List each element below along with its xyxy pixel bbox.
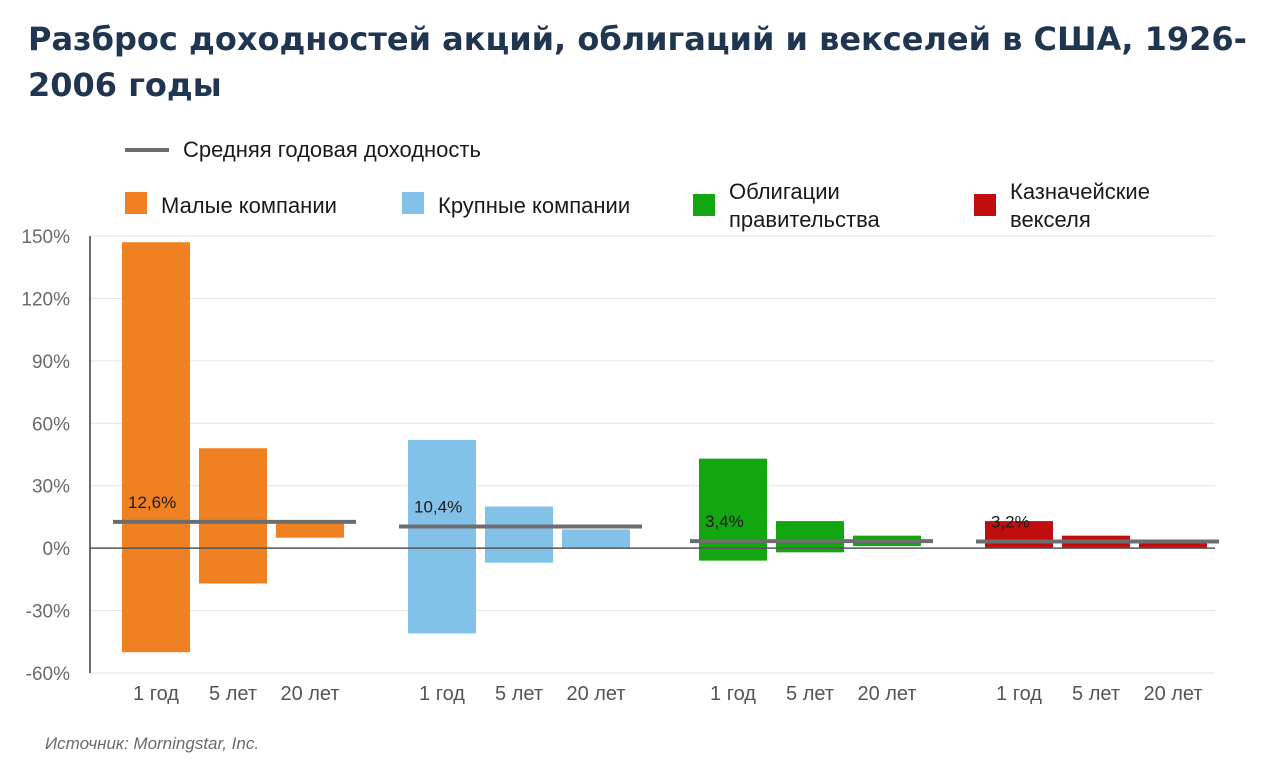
bar (485, 506, 553, 563)
y-tick-label: 0% (43, 539, 71, 560)
x-tick-label: 20 лет (280, 683, 339, 705)
chart-title: Разброс доходностей акций, облигаций и в… (28, 20, 1247, 104)
y-tick-label: -60% (26, 664, 70, 685)
y-tick-label: -30% (26, 602, 70, 623)
x-tick-label: 5 лет (209, 683, 257, 705)
legend-label-treasury-bills: Казначейские векселя (1010, 179, 1150, 232)
legend-swatch-treasury-bills (974, 194, 996, 216)
bar (985, 521, 1053, 549)
x-tick-label: 20 лет (857, 683, 916, 705)
legend-swatch-small-caps (125, 192, 147, 214)
average-label: 10,4% (414, 498, 462, 517)
bar (408, 439, 476, 634)
y-tick-label: 120% (21, 289, 70, 310)
bar (699, 458, 767, 561)
y-tick-label: 90% (32, 352, 70, 373)
legend-item-treasury-bills: Казначейские векселя (974, 178, 1150, 234)
x-tick-label: 5 лет (495, 683, 543, 705)
legend-item-small-caps: Малые компании (125, 186, 337, 220)
legend-average: Средняя годовая доходность (125, 136, 481, 164)
bar (1139, 541, 1207, 549)
average-label: 12,6% (128, 493, 176, 512)
x-tick-label: 5 лет (786, 683, 834, 705)
average-label: 3,2% (991, 512, 1030, 531)
legend-swatch-gov-bonds (693, 194, 715, 216)
bar (276, 521, 344, 538)
x-tick-label: 1 год (133, 683, 179, 705)
x-tick-label: 5 лет (1072, 683, 1120, 705)
x-tick-label: 20 лет (1143, 683, 1202, 705)
y-tick-label: 30% (32, 477, 70, 498)
bar (199, 448, 267, 584)
x-tick-label: 20 лет (566, 683, 625, 705)
legend-average-label: Средняя годовая доходность (183, 137, 481, 162)
bar (562, 529, 630, 549)
x-tick-label: 1 год (710, 683, 756, 705)
bar (776, 521, 844, 553)
legend-item-gov-bonds: Облигации правительства (693, 178, 880, 234)
legend-label-large-caps: Крупные компании (438, 193, 631, 218)
source-note: Источник: Morningstar, Inc. (45, 734, 260, 753)
legend-label-small-caps: Малые компании (161, 193, 337, 218)
bar (122, 242, 190, 653)
legend-swatch-large-caps (402, 192, 424, 214)
y-tick-label: 150% (21, 227, 70, 248)
x-tick-label: 1 год (419, 683, 465, 705)
average-label: 3,4% (705, 512, 744, 531)
y-tick-label: 60% (32, 414, 70, 435)
legend-item-large-caps: Крупные компании (402, 186, 630, 220)
x-tick-label: 1 год (996, 683, 1042, 705)
legend-label-gov-bonds: Облигации правительства (729, 179, 880, 232)
average-line-swatch (125, 148, 169, 152)
